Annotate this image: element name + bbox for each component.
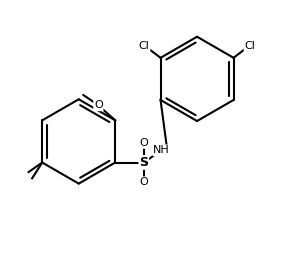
Text: O: O bbox=[139, 177, 148, 187]
Text: O: O bbox=[94, 100, 103, 110]
Text: S: S bbox=[139, 156, 148, 169]
Text: NH: NH bbox=[153, 145, 170, 155]
Text: O: O bbox=[139, 138, 148, 148]
Text: Cl: Cl bbox=[245, 41, 255, 51]
Text: Cl: Cl bbox=[139, 41, 150, 51]
